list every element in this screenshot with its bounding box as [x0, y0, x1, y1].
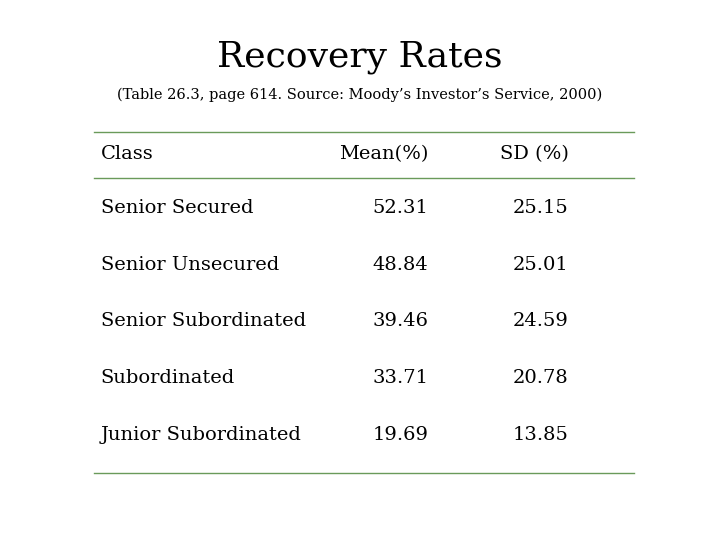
Text: 19.69: 19.69 [372, 426, 428, 444]
Text: Junior Subordinated: Junior Subordinated [101, 426, 302, 444]
Text: 52.31: 52.31 [372, 199, 428, 217]
Text: Subordinated: Subordinated [101, 369, 235, 387]
Text: 13.85: 13.85 [513, 426, 569, 444]
Text: 24.59: 24.59 [513, 312, 569, 330]
Text: 33.71: 33.71 [372, 369, 428, 387]
Text: 25.15: 25.15 [513, 199, 569, 217]
Text: 39.46: 39.46 [372, 312, 428, 330]
Text: Class: Class [101, 145, 153, 163]
Text: Recovery Rates: Recovery Rates [217, 40, 503, 73]
Text: Senior Secured: Senior Secured [101, 199, 253, 217]
Text: 25.01: 25.01 [513, 255, 569, 274]
Text: 48.84: 48.84 [373, 255, 428, 274]
Text: Mean(%): Mean(%) [339, 145, 428, 163]
Text: Senior Subordinated: Senior Subordinated [101, 312, 306, 330]
Text: SD (%): SD (%) [500, 145, 569, 163]
Text: (Table 26.3, page 614. Source: Moody’s Investor’s Service, 2000): (Table 26.3, page 614. Source: Moody’s I… [117, 87, 603, 102]
Text: Senior Unsecured: Senior Unsecured [101, 255, 279, 274]
Text: 20.78: 20.78 [513, 369, 569, 387]
